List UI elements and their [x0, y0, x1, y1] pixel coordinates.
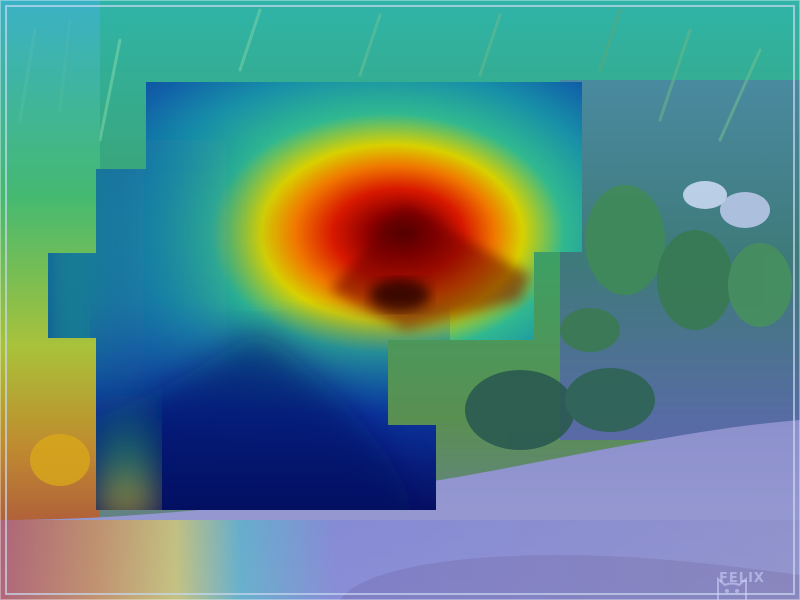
- frame-border: [5, 5, 795, 595]
- rock: [30, 434, 90, 486]
- right-leaves: [465, 181, 792, 450]
- cat-logo-icon: [717, 576, 747, 600]
- watermark-text: FELIX: [719, 571, 765, 586]
- bottom-heat-strip: [0, 520, 800, 600]
- watermark: FELIX: [712, 571, 772, 600]
